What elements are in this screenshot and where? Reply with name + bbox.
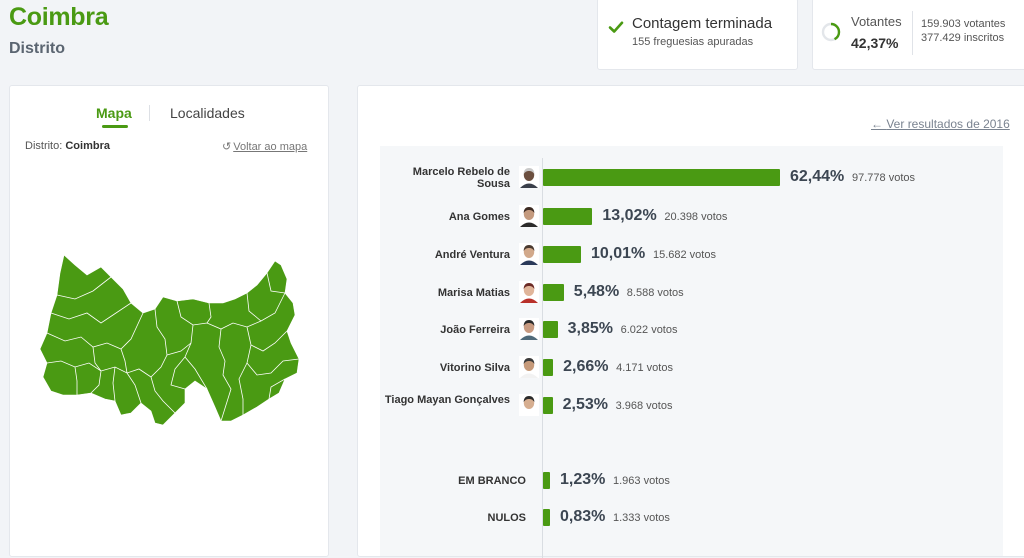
other-percent: 1,23% — [560, 471, 606, 488]
district-label: Distrito: — [25, 140, 63, 152]
previous-results-link[interactable]: ← Ver resultados de 2016 — [871, 117, 1010, 131]
back-to-map-link[interactable]: ↺ Voltar ao mapa — [222, 140, 307, 153]
candidate-row[interactable]: André Ventura 10,01% 15.682 votos — [358, 240, 1024, 270]
turnout-card: Votantes 42,37% 159.903 votantes 377.429… — [812, 0, 1024, 70]
count-status-subtitle: 155 freguesias apuradas — [632, 36, 754, 48]
candidate-name: Tiago Mayan Gonçalves — [384, 394, 510, 406]
district-map-shape[interactable] — [39, 254, 300, 426]
candidate-percent: 62,44% — [790, 168, 845, 185]
turnout-registered: 377.429 inscritos — [921, 32, 1005, 44]
avatar-man-beard — [519, 318, 539, 340]
count-status-title: Contagem terminada — [632, 15, 773, 32]
turnout-ring-icon — [821, 22, 841, 42]
turnout-percent: 42,37% — [851, 35, 899, 51]
candidate-votes: 8.588 votos — [626, 287, 684, 299]
district-map[interactable] — [35, 251, 305, 431]
candidate-name: André Ventura — [434, 249, 510, 261]
avatar-man-suit — [519, 243, 539, 265]
turnout-divider — [912, 11, 913, 55]
candidate-bar — [543, 208, 593, 225]
candidate-name: Vitorino Silva — [439, 362, 510, 374]
arrow-left-icon: ← — [871, 117, 883, 131]
candidate-votes: 3.968 votos — [615, 400, 673, 412]
tab-localidades[interactable]: Localidades — [170, 105, 245, 121]
candidate-percent: 2,53% — [562, 396, 608, 413]
candidate-votes: 15.682 votos — [652, 249, 716, 261]
tab-active-indicator — [102, 125, 128, 128]
candidate-row[interactable]: Tiago Mayan Gonçalves 2,53% 3.968 votos — [358, 391, 1024, 421]
candidate-name: Ana Gomes — [448, 211, 510, 223]
other-row[interactable]: EM BRANCO 1,23% 1.963 votos — [358, 466, 1024, 496]
candidate-row[interactable]: Marisa Matias 5,48% 8.588 votos — [358, 278, 1024, 308]
candidate-bar — [543, 284, 564, 301]
avatar-man-glasses — [519, 394, 539, 416]
back-to-map-label: Voltar ao mapa — [233, 141, 308, 153]
results-axis — [542, 158, 543, 558]
avatar-man-white-shirt — [519, 356, 539, 378]
candidate-bar — [543, 246, 581, 263]
candidate-votes: 4.171 votos — [616, 362, 673, 374]
candidate-bar — [543, 359, 554, 376]
avatar-woman-red — [519, 281, 539, 303]
tab-mapa[interactable]: Mapa — [96, 105, 132, 121]
candidate-percent: 5,48% — [573, 283, 620, 300]
other-name: NULOS — [487, 512, 527, 524]
results-chart — [380, 146, 1003, 556]
candidate-name: João Ferreira — [440, 324, 510, 336]
other-bar — [543, 509, 550, 526]
candidate-votes: 6.022 votos — [620, 324, 678, 336]
candidate-name: Marcelo Rebelo de Sousa — [412, 166, 510, 190]
check-icon — [608, 21, 624, 33]
candidate-bar — [543, 397, 553, 414]
avatar-woman-dark-hair — [519, 205, 539, 227]
tab-divider — [149, 105, 150, 121]
turnout-label: Votantes — [851, 14, 902, 29]
page-title: Coimbra — [9, 3, 109, 31]
page-subtitle: Distrito — [9, 40, 65, 57]
district-breadcrumb: Distrito: Coimbra — [25, 140, 110, 152]
map-panel: Mapa Localidades Distrito: Coimbra ↺ Volt… — [9, 85, 329, 557]
district-value: Coimbra — [65, 140, 110, 152]
candidate-percent: 13,02% — [602, 207, 657, 224]
previous-results-label: Ver resultados de 2016 — [886, 117, 1010, 131]
avatar-grey-hair-man — [519, 166, 539, 188]
other-bar — [543, 472, 550, 489]
other-percent: 0,83% — [560, 508, 606, 525]
candidate-votes: 97.778 votos — [852, 172, 915, 184]
candidate-votes: 20.398 votos — [664, 211, 728, 223]
candidate-percent: 10,01% — [590, 245, 646, 262]
candidate-bar — [543, 169, 780, 186]
turnout-voters: 159.903 votantes — [921, 18, 1006, 30]
other-votes: 1.333 votos — [613, 512, 670, 524]
other-name: EM BRANCO — [458, 475, 526, 487]
candidate-percent: 2,66% — [563, 358, 609, 375]
candidate-bar — [543, 321, 558, 338]
candidate-row[interactable]: João Ferreira 3,85% 6.022 votos — [358, 315, 1024, 345]
undo-icon: ↺ — [222, 141, 232, 153]
candidate-row[interactable]: Ana Gomes 13,02% 20.398 votos — [358, 202, 1024, 232]
candidate-percent: 3,85% — [567, 320, 613, 337]
results-panel: ← Ver resultados de 2016 Marcelo Rebelo … — [357, 85, 1024, 558]
candidate-row[interactable]: Vitorino Silva 2,66% 4.171 votos — [358, 353, 1024, 383]
other-votes: 1.963 votos — [613, 475, 670, 487]
candidate-row[interactable]: Marcelo Rebelo de Sousa 62,44% 97.778 voto… — [358, 163, 1024, 193]
count-status-card: Contagem terminada 155 freguesias apurad… — [597, 0, 798, 70]
candidate-name: Marisa Matias — [437, 287, 510, 299]
parish-borders — [46, 272, 300, 422]
other-row[interactable]: NULOS 0,83% 1.333 votos — [358, 503, 1024, 533]
